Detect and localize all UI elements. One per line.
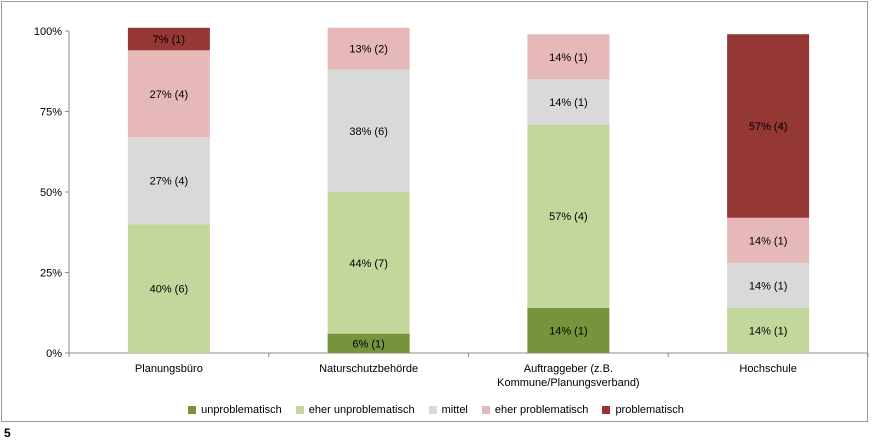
bar-segment	[527, 79, 610, 125]
data-label: 57% (4)	[549, 211, 588, 223]
legend-swatch	[295, 406, 304, 414]
data-label: 14% (1)	[549, 52, 588, 64]
data-label: 14% (1)	[749, 235, 788, 247]
legend-swatch	[602, 406, 611, 414]
data-label: 38% (6)	[349, 126, 388, 138]
bar-segment	[327, 192, 410, 334]
category-label: Naturschutzbehörde	[319, 363, 418, 375]
data-label: 14% (1)	[549, 325, 588, 337]
data-label: 7% (1)	[153, 34, 185, 46]
bar-segment	[527, 124, 610, 308]
category-label: Planungsbüro	[135, 363, 203, 375]
bar-segment	[727, 307, 810, 353]
bar-segment	[127, 137, 210, 225]
bar-segment	[127, 224, 210, 353]
bar-segment	[727, 262, 810, 308]
data-label: 40% (6)	[150, 284, 189, 296]
bar-segment	[527, 307, 610, 353]
bar-segment	[327, 27, 410, 70]
category-label: Auftraggeber (z.B.	[524, 363, 613, 375]
bar-segment	[127, 50, 210, 138]
stacked-bar-chart: 0% 25% 50% 75% 100% Planungsbüro Naturschutzb…	[34, 26, 869, 389]
bar-segment	[327, 69, 410, 192]
legend-item: problematisch	[602, 404, 684, 416]
y-tick-label: 25%	[40, 268, 62, 280]
legend-label: eher unproblematisch	[308, 404, 415, 416]
data-label: 57% (4)	[749, 121, 788, 133]
legend-swatch	[481, 406, 490, 414]
data-label: 13% (2)	[349, 44, 388, 56]
bar-segment	[527, 34, 610, 80]
legend-item: mittel	[428, 404, 468, 416]
bar-segment	[327, 333, 410, 353]
legend-swatch	[188, 406, 197, 414]
data-label: 44% (7)	[349, 258, 388, 270]
bar-segment	[127, 27, 210, 51]
data-label: 27% (4)	[150, 176, 189, 188]
legend-item: eher problematisch	[481, 404, 589, 416]
category-label: Hochschule	[739, 363, 796, 375]
legend-label: problematisch	[615, 404, 684, 416]
data-label: 14% (1)	[749, 325, 788, 337]
chart-legend: unproblematisch eher unproblematisch mitte…	[0, 400, 872, 420]
legend-label: eher problematisch	[494, 404, 589, 416]
y-tick-label: 75%	[40, 107, 62, 119]
data-label: 27% (4)	[150, 89, 189, 101]
bar-segment	[727, 34, 810, 218]
data-label: 6% (1)	[352, 338, 384, 350]
bar-segment	[727, 217, 810, 263]
legend-label: mittel	[441, 404, 468, 416]
legend-item: eher unproblematisch	[295, 404, 415, 416]
legend-item: unproblematisch	[188, 404, 282, 416]
y-tick-label: 0%	[46, 348, 62, 360]
data-label: 14% (1)	[749, 280, 788, 292]
category-label: Kommune/Planungsverband)	[497, 377, 639, 389]
legend-label: unproblematisch	[201, 404, 282, 416]
y-tick-label: 50%	[40, 187, 62, 199]
legend-swatch	[428, 406, 437, 414]
page-number: 5	[4, 426, 11, 440]
data-label: 14% (1)	[549, 97, 588, 109]
y-tick-label: 100%	[34, 26, 62, 38]
